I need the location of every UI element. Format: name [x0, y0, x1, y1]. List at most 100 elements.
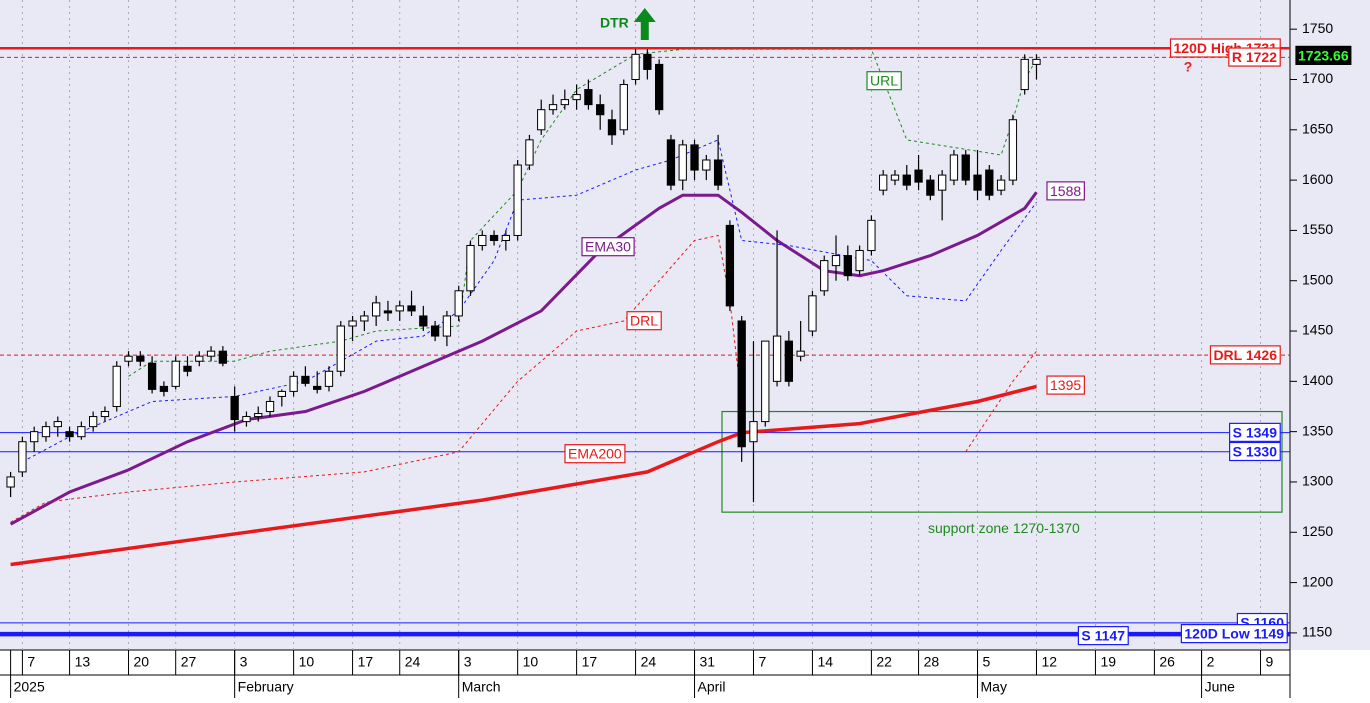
- overlay-name: EMA200: [568, 446, 622, 462]
- candle-body: [419, 315, 428, 327]
- candle-body: [902, 174, 911, 186]
- label-box: [1046, 181, 1085, 201]
- candle-body: [537, 109, 546, 131]
- candle-body: [65, 431, 74, 438]
- x-axis-background: [0, 650, 1370, 698]
- candle-body: [324, 370, 334, 387]
- candle-body: [395, 305, 404, 312]
- month-label: 2025: [14, 679, 45, 695]
- support-zone: [721, 410, 1283, 513]
- candle-body: [254, 413, 263, 418]
- y-tick-label: 1150: [1302, 624, 1332, 640]
- x-tick-label: 27: [181, 654, 197, 670]
- x-tick-label: 24: [641, 654, 657, 670]
- x-tick-label: 10: [299, 654, 315, 670]
- candle-body: [937, 174, 947, 191]
- candle-body: [88, 416, 98, 428]
- candle-body: [466, 245, 475, 292]
- candle-body: [430, 325, 440, 337]
- candles: [6, 49, 1041, 503]
- candle-body: [18, 441, 27, 473]
- label-box: [1229, 422, 1281, 442]
- y-tick-label: 1350: [1302, 422, 1333, 438]
- label-box: [564, 444, 626, 464]
- overlay-end-label: 1588: [1050, 183, 1081, 199]
- candle-body: [1008, 119, 1018, 181]
- candle-body: [820, 260, 829, 292]
- x-tick-label: 9: [1266, 654, 1274, 670]
- y-tick-label: 1750: [1302, 20, 1333, 36]
- candle-body: [289, 375, 298, 392]
- overlay-line: [10, 384, 1037, 567]
- candle-body: [926, 179, 935, 196]
- y-tick-label: 1500: [1302, 271, 1333, 287]
- label-box: [1209, 345, 1281, 365]
- y-tick-label: 1600: [1302, 171, 1333, 187]
- month-label: April: [698, 679, 726, 695]
- candle-body: [348, 320, 357, 327]
- candle-body: [53, 421, 62, 428]
- candle-body: [560, 99, 569, 106]
- candle-body: [843, 255, 852, 277]
- candle-body: [159, 385, 169, 392]
- candle-body: [513, 164, 522, 236]
- candle-body: [949, 154, 959, 181]
- x-tick-label: 14: [817, 654, 833, 670]
- candle-body: [607, 119, 617, 136]
- candle-body: [973, 174, 982, 191]
- chart-title: DTR: [600, 15, 629, 31]
- candle-body: [501, 234, 511, 241]
- candle-body: [277, 390, 286, 397]
- level-label: DRL 1426: [1213, 347, 1277, 363]
- annotation: ?: [1184, 59, 1193, 75]
- candle-body: [360, 315, 369, 322]
- candle-body: [218, 350, 228, 364]
- candle-body: [230, 395, 239, 421]
- x-tick-label: 3: [240, 654, 248, 670]
- overlay-name: EMA30: [585, 239, 631, 255]
- label-box: [1229, 441, 1281, 462]
- x-tick-label: 31: [700, 654, 716, 670]
- level-label: S 1330: [1233, 443, 1278, 459]
- candle-body: [796, 350, 805, 357]
- y-tick-label: 1300: [1302, 473, 1333, 489]
- y-tick-label: 1550: [1302, 221, 1333, 237]
- level-label: 120D Low 1149: [1184, 626, 1284, 642]
- candle-body: [596, 104, 605, 116]
- level-label: S 1349: [1233, 424, 1278, 440]
- candle-body: [548, 104, 558, 111]
- candle-body: [195, 355, 204, 362]
- overlay-line: [10, 234, 1037, 523]
- x-tick-label: 26: [1159, 654, 1175, 670]
- y-tick-label: 1250: [1302, 523, 1333, 539]
- candle-body: [761, 340, 770, 423]
- label-box: [1295, 45, 1352, 65]
- label-box: [866, 71, 902, 91]
- candle-body: [678, 144, 687, 181]
- x-tick-label: 17: [358, 654, 374, 670]
- candle-body: [808, 295, 817, 332]
- candle-body: [183, 365, 192, 372]
- y-tick-label: 1400: [1302, 372, 1333, 388]
- label-box: [1228, 47, 1281, 67]
- overlay-end-label: 1395: [1050, 377, 1081, 393]
- candle-body: [478, 234, 487, 247]
- candle-body: [737, 320, 746, 448]
- x-tick-label: 7: [758, 654, 766, 670]
- label-box: [581, 237, 635, 257]
- x-tick-label: 13: [75, 654, 91, 670]
- x-tick-label: 2: [1207, 654, 1215, 670]
- candle-body: [1020, 58, 1029, 91]
- label-box: [1180, 624, 1288, 644]
- trend-arrow: [633, 8, 656, 40]
- overlay-line: [22, 139, 1037, 463]
- candle-body: [371, 302, 381, 317]
- candle-body: [100, 411, 110, 418]
- candle-body: [454, 290, 463, 317]
- support-zone-label: support zone 1270-1370: [928, 520, 1080, 536]
- y-tick-label: 1650: [1302, 121, 1333, 137]
- candle-body: [525, 139, 534, 166]
- label-box: [1046, 375, 1085, 395]
